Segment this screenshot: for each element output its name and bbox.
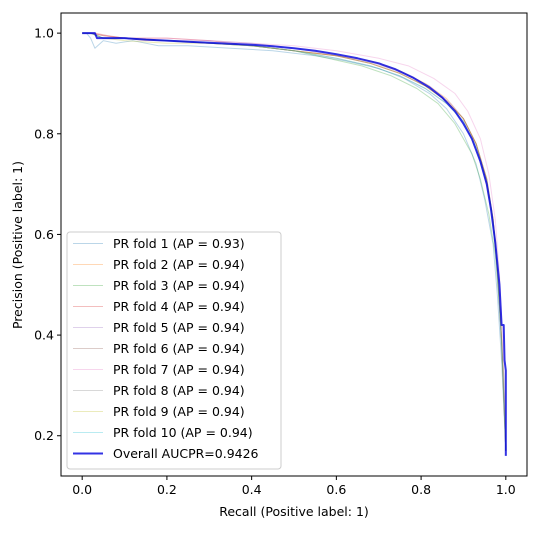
x-tick-label: 0.2 (157, 482, 177, 497)
legend: PR fold 1 (AP = 0.93) PR fold 2 (AP = 0.9… (66, 231, 282, 470)
x-tick-label: 0.0 (72, 482, 92, 497)
legend-label-fold-5: PR fold 5 (AP = 0.94) (113, 320, 245, 335)
legend-label-fold-6: PR fold 6 (AP = 0.94) (113, 341, 245, 356)
y-axis-ticks: 0.2 0.4 0.6 0.8 1.0 (34, 26, 61, 443)
x-tick-label: 0.8 (411, 482, 431, 497)
y-tick-label: 0.2 (34, 428, 54, 443)
x-axis-label: Recall (Positive label: 1) (219, 504, 369, 519)
overall-pr-curve (82, 32, 507, 456)
x-tick-label: 0.4 (242, 482, 262, 497)
plot-frame (60, 12, 528, 477)
legend-label-fold-3: PR fold 3 (AP = 0.94) (113, 278, 245, 293)
y-tick-label: 0.4 (34, 328, 54, 343)
x-tick-label: 1.0 (496, 482, 516, 497)
legend-label-fold-9: PR fold 9 (AP = 0.94) (113, 404, 245, 419)
legend-box (66, 231, 282, 470)
legend-label-fold-2: PR fold 2 (AP = 0.94) (113, 257, 245, 272)
legend-label-fold-7: PR fold 7 (AP = 0.94) (113, 362, 245, 377)
legend-label-fold-4: PR fold 4 (AP = 0.94) (113, 299, 245, 314)
pr-fold-1-curve (82, 32, 507, 451)
legend-label-overall: Overall AUCPR=0.9426 (113, 446, 259, 461)
x-tick-label: 0.6 (326, 482, 346, 497)
legend-label-fold-10: PR fold 10 (AP = 0.94) (113, 425, 253, 440)
y-axis-label: Precision (Positive label: 1) (10, 161, 25, 329)
legend-label-fold-8: PR fold 8 (AP = 0.94) (113, 383, 245, 398)
y-tick-label: 1.0 (34, 26, 54, 41)
curves-layer (82, 32, 507, 456)
y-tick-label: 0.6 (34, 227, 54, 242)
y-tick-label: 0.8 (34, 126, 54, 141)
x-axis-ticks: 0.0 0.2 0.4 0.6 0.8 1.0 (72, 476, 516, 497)
legend-label-fold-1: PR fold 1 (AP = 0.93) (113, 236, 245, 251)
